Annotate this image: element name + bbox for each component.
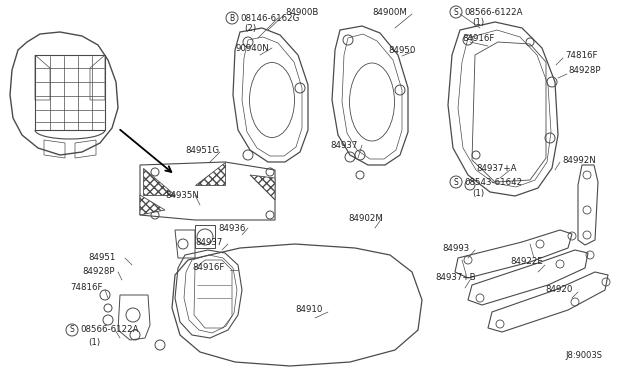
Text: 84937: 84937 — [330, 141, 357, 150]
Text: B: B — [229, 13, 235, 22]
Text: S: S — [454, 7, 458, 16]
Text: 84922E: 84922E — [510, 257, 543, 266]
Text: 90940N: 90940N — [235, 44, 269, 52]
Text: S: S — [70, 326, 74, 334]
Text: (1): (1) — [472, 17, 484, 26]
Text: (2): (2) — [244, 23, 256, 32]
Text: 84937+A: 84937+A — [476, 164, 516, 173]
Text: 84916F: 84916F — [462, 33, 494, 42]
Polygon shape — [195, 162, 225, 185]
Text: 08543-61642: 08543-61642 — [464, 177, 522, 186]
Text: S: S — [454, 177, 458, 186]
Text: 74816F: 74816F — [70, 283, 102, 292]
Text: 84951G: 84951G — [185, 145, 219, 154]
Text: 74816F: 74816F — [565, 51, 598, 60]
Text: 84937: 84937 — [195, 237, 222, 247]
Text: 84936: 84936 — [218, 224, 245, 232]
Text: 84937+B: 84937+B — [435, 273, 476, 282]
Text: 84992N: 84992N — [562, 155, 596, 164]
Text: 84900M: 84900M — [372, 7, 407, 16]
Text: 84993: 84993 — [442, 244, 469, 253]
Text: 08146-6162G: 08146-6162G — [240, 13, 300, 22]
Text: (1): (1) — [472, 189, 484, 198]
Text: 08566-6122A: 08566-6122A — [80, 326, 138, 334]
Text: 84920: 84920 — [545, 285, 572, 295]
Text: 84900B: 84900B — [285, 7, 318, 16]
Text: (1): (1) — [88, 337, 100, 346]
Text: 84951: 84951 — [88, 253, 115, 263]
Text: 84902M: 84902M — [348, 214, 383, 222]
Text: 84950: 84950 — [388, 45, 415, 55]
Text: J8:9003S: J8:9003S — [565, 350, 602, 359]
Text: 84928P: 84928P — [82, 267, 115, 276]
Polygon shape — [250, 175, 275, 200]
Polygon shape — [140, 195, 165, 215]
Text: 08566-6122A: 08566-6122A — [464, 7, 522, 16]
Text: 84910: 84910 — [295, 305, 323, 314]
Text: 84935N: 84935N — [165, 190, 199, 199]
Polygon shape — [143, 168, 175, 195]
Text: 84928P: 84928P — [568, 65, 600, 74]
Text: 84916F: 84916F — [192, 263, 225, 273]
